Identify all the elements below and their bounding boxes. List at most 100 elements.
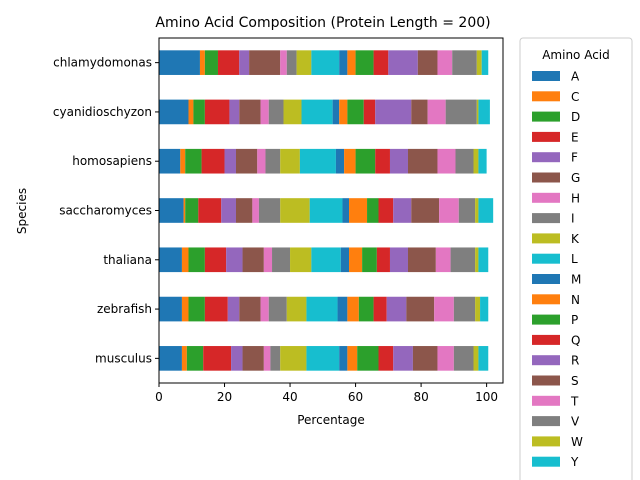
legend-swatch-C — [532, 91, 560, 102]
bar-segment-homosapiens-M — [335, 148, 345, 174]
bar-segment-zebrafish-E — [204, 296, 228, 322]
bar-segment-thaliana-K — [290, 247, 312, 273]
bar-segment-homosapiens-Y — [478, 148, 487, 174]
bar-segment-thaliana-S — [407, 247, 436, 273]
legend-label-T: T — [570, 394, 579, 408]
bar-segment-thaliana-T — [435, 247, 451, 273]
bar-segment-chlamydomonas-I — [286, 50, 297, 75]
bar-segment-saccharomyces-K — [280, 198, 310, 223]
bar-segment-homosapiens-V — [455, 148, 474, 174]
bar-segment-chlamydomonas-K — [296, 50, 312, 75]
x-axis: 0 20 40 60 80 100 — [155, 383, 498, 404]
bar-segment-musculus-I — [270, 346, 281, 371]
legend-label-Q: Q — [571, 333, 580, 347]
bar-segment-chlamydomonas-E — [217, 50, 240, 75]
bar-segment-homosapiens-N — [344, 148, 356, 174]
bar-segment-thaliana-L — [311, 247, 341, 273]
bar-segment-zebrafish-R — [386, 296, 407, 322]
legend-label-F: F — [571, 151, 578, 165]
bar-segment-musculus-H — [263, 346, 271, 371]
bar-segment-musculus-Y — [478, 346, 489, 371]
legend-label-L: L — [571, 252, 578, 266]
bar-segment-musculus-A — [159, 346, 182, 371]
bars-group — [159, 50, 494, 371]
bar-segment-thaliana-I — [272, 247, 291, 273]
bar-segment-saccharomyces-R — [393, 198, 412, 223]
legend-swatch-I — [532, 213, 560, 224]
legend-frame — [519, 37, 633, 480]
y-axis-label: Species — [15, 188, 29, 234]
bar-segment-chlamydomonas-G — [249, 50, 281, 75]
bar-segment-chlamydomonas-W — [476, 50, 482, 75]
bar-segment-zebrafish-V — [453, 296, 476, 322]
bar-segment-cyanidioschyzon-A — [159, 99, 189, 125]
bar-segment-saccharomyces-S — [411, 198, 440, 223]
legend-swatch-H — [532, 192, 560, 203]
bar-segment-zebrafish-P — [358, 296, 374, 322]
bar-segment-musculus-N — [347, 346, 358, 371]
bar-segment-chlamydomonas-N — [347, 50, 356, 75]
bar-segment-zebrafish-N — [347, 296, 359, 322]
bar-segment-homosapiens-A — [159, 148, 181, 174]
legend-label-G: G — [571, 171, 580, 185]
bar-segment-saccharomyces-Y — [478, 198, 494, 223]
bar-segment-zebrafish-D — [188, 296, 205, 322]
legend-swatch-F — [532, 152, 560, 163]
bar-segment-homosapiens-E — [201, 148, 225, 174]
legend-swatch-Q — [532, 334, 560, 345]
bar-segment-chlamydomonas-R — [388, 50, 418, 75]
x-tick-label: 100 — [475, 390, 498, 404]
legend-swatch-S — [532, 375, 560, 386]
legend-label-V: V — [571, 415, 580, 429]
bar-segment-cyanidioschyzon-W — [476, 99, 479, 125]
bar-segment-zebrafish-W — [475, 296, 481, 322]
legend-swatch-K — [532, 233, 560, 244]
y-tick-label: thaliana — [103, 253, 152, 267]
bar-segment-homosapiens-Q — [375, 148, 390, 174]
bar-segment-cyanidioschyzon-R — [375, 99, 412, 125]
bar-segment-thaliana-W — [475, 247, 479, 273]
bar-segment-chlamydomonas-P — [355, 50, 374, 75]
bar-segment-musculus-L — [306, 346, 340, 371]
bar-segment-homosapiens-S — [407, 148, 438, 174]
legend-label-P: P — [571, 313, 578, 327]
bar-segment-musculus-W — [473, 346, 479, 371]
bar-segment-cyanidioschyzon-L — [301, 99, 333, 125]
bar-segment-saccharomyces-D — [185, 198, 199, 223]
bar-segment-thaliana-V — [450, 247, 476, 273]
legend-label-W: W — [571, 435, 583, 449]
bar-segment-chlamydomonas-T — [437, 50, 453, 75]
bar-segment-cyanidioschyzon-K — [283, 99, 302, 125]
legend-swatch-G — [532, 172, 560, 183]
bar-segment-chlamydomonas-Q — [373, 50, 389, 75]
bar-segment-thaliana-P — [362, 247, 377, 273]
bar-segment-homosapiens-D — [185, 148, 202, 174]
legend-swatch-V — [532, 416, 560, 427]
bar-segment-musculus-S — [412, 346, 438, 371]
bar-segment-zebrafish-K — [286, 296, 307, 322]
bar-segment-homosapiens-P — [355, 148, 376, 174]
bar-segment-chlamydomonas-S — [417, 50, 438, 75]
bar-segment-saccharomyces-V — [458, 198, 476, 223]
legend-label-M: M — [571, 273, 581, 287]
bar-segment-musculus-D — [186, 346, 204, 371]
bar-segment-zebrafish-C — [181, 296, 189, 322]
bar-segment-zebrafish-T — [434, 296, 454, 322]
bar-segment-saccharomyces-T — [439, 198, 459, 223]
bar-segment-homosapiens-W — [473, 148, 479, 174]
bar-segment-musculus-T — [437, 346, 454, 371]
bar-segment-musculus-E — [203, 346, 232, 371]
bar-segment-cyanidioschyzon-M — [332, 99, 340, 125]
bar-segment-thaliana-C — [181, 247, 189, 273]
bar-segment-cyanidioschyzon-S — [411, 99, 428, 125]
legend-swatch-M — [532, 274, 560, 284]
bar-segment-saccharomyces-G — [235, 198, 253, 223]
legend-label-A: A — [571, 70, 580, 84]
bar-segment-saccharomyces-W — [475, 198, 479, 223]
bar-segment-zebrafish-A — [159, 296, 182, 322]
bar-segment-homosapiens-H — [257, 148, 266, 174]
bar-segment-saccharomyces-C — [183, 198, 186, 223]
bar-segment-musculus-M — [339, 346, 348, 371]
bar-segment-cyanidioschyzon-C — [188, 99, 194, 125]
